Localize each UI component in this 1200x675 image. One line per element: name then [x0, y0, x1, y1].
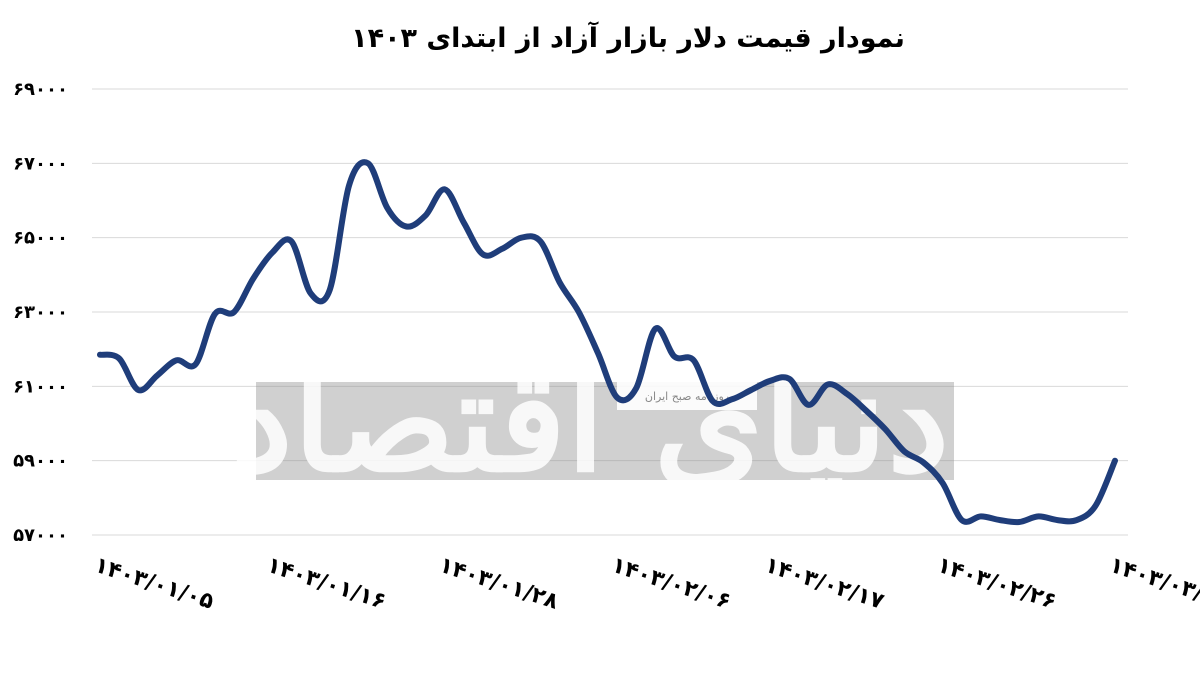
x-tick-label: ۱۴۰۳/۰۲/۲۶ — [934, 553, 1059, 615]
x-tick-label: ۱۴۰۳/۰۲/۰۶ — [608, 553, 733, 615]
x-tick-label: ۱۴۰۳/۰۲/۱۷ — [762, 553, 888, 615]
chart-title: نمودار قیمت دلار بازار آزاد از ابتدای ۱۴… — [351, 21, 905, 54]
series-line — [97, 159, 1118, 526]
y-tick-label: ۶۱۰۰۰ — [13, 376, 68, 397]
x-axis-ticks: ۱۴۰۳/۰۱/۰۵ ۱۴۰۳/۰۱/۱۶ ۱۴۰۳/۰۱/۲۸ ۱۴۰۳/۰۲/۰۶… — [91, 553, 1200, 615]
y-tick-label: ۵۹۰۰۰ — [13, 451, 68, 472]
y-tick-label: ۶۹۰۰۰ — [13, 79, 68, 100]
x-tick-label: ۱۴۰۳/۰۱/۲۸ — [436, 553, 562, 615]
y-tick-label: ۶۷۰۰۰ — [13, 153, 68, 174]
y-tick-label: ۶۳۰۰۰ — [13, 302, 68, 323]
watermark-band — [256, 382, 954, 480]
watermark: دنیای اقتصاد روزنامه صبح ایران — [230, 340, 954, 504]
y-tick-label: ۵۷۰۰۰ — [13, 525, 68, 546]
watermark-logo-text: دنیای اقتصاد — [230, 340, 949, 504]
y-axis-ticks: ۶۹۰۰۰ ۶۷۰۰۰ ۶۵۰۰۰ ۶۳۰۰۰ ۶۱۰۰۰ ۵۹۰۰۰ ۵۷۰۰۰ — [13, 79, 68, 546]
x-tick-label: ۱۴۰۳/۰۳/۰۴ — [1106, 553, 1200, 615]
x-tick-label: ۱۴۰۳/۰۱/۰۵ — [91, 553, 216, 615]
x-tick-label: ۱۴۰۳/۰۱/۱۶ — [264, 553, 389, 615]
y-tick-label: ۶۵۰۰۰ — [13, 228, 68, 249]
series-line-group — [97, 159, 1118, 526]
